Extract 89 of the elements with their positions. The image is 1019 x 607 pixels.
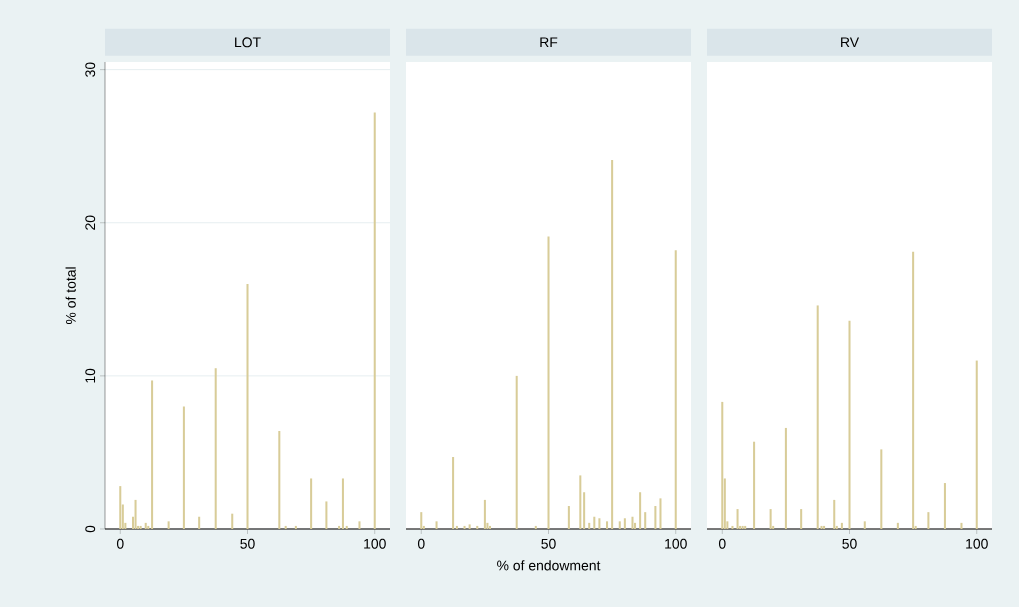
chart-title: RF [540, 37, 558, 48]
bar [198, 516, 201, 529]
x-tick-label: 50 [240, 538, 255, 549]
bar [659, 498, 662, 529]
y-tick-label: 20 [85, 215, 96, 230]
bar [373, 112, 376, 529]
x-tick-label: 0 [116, 538, 124, 549]
bar [567, 506, 570, 529]
bar [420, 512, 423, 529]
x-axis-title: % of endowment [497, 560, 601, 571]
bar [769, 509, 772, 529]
x-tick-label: 50 [541, 538, 556, 549]
bar [639, 492, 642, 529]
bar [896, 522, 899, 529]
bar [325, 501, 328, 529]
bar [294, 525, 297, 529]
bar [231, 513, 234, 529]
bar [345, 525, 348, 529]
x-tick-label: 0 [718, 538, 726, 549]
bar [435, 521, 438, 529]
bar [721, 401, 724, 529]
bar [358, 521, 361, 529]
bar [583, 492, 586, 529]
bar [912, 251, 915, 529]
chart-title: LOT [235, 37, 261, 48]
bar [463, 525, 466, 529]
bar [534, 525, 537, 529]
bar [960, 522, 963, 529]
bar [515, 375, 518, 529]
y-axis-title: % of total [65, 267, 76, 325]
bar [588, 522, 591, 529]
bar [147, 525, 150, 529]
bar [310, 478, 313, 529]
bar [214, 368, 217, 529]
bar [144, 522, 147, 529]
bar [278, 430, 281, 529]
chart-title: RV [841, 37, 860, 48]
bar [338, 525, 341, 529]
bar [579, 475, 582, 529]
bar [736, 509, 739, 529]
bar [753, 441, 756, 529]
bar [644, 512, 647, 529]
bar [618, 521, 621, 529]
bar [452, 457, 455, 529]
bar [468, 524, 471, 529]
y-tick-label: 30 [85, 62, 96, 77]
bar [455, 525, 458, 529]
bar [341, 478, 344, 529]
bar [943, 483, 946, 529]
bar [284, 525, 287, 529]
bar [816, 305, 819, 529]
bar [119, 486, 122, 529]
bar [833, 499, 836, 529]
bar [820, 525, 823, 529]
bar [863, 521, 866, 529]
bar [134, 499, 137, 529]
x-tick-label: 50 [842, 538, 857, 549]
bar [167, 521, 170, 529]
bar [547, 236, 550, 529]
x-tick-label: 100 [665, 538, 687, 549]
x-tick-label: 100 [364, 538, 386, 549]
bar [151, 380, 154, 529]
bar [483, 499, 486, 529]
bar [593, 516, 596, 529]
bar [598, 518, 601, 529]
bar [927, 512, 930, 529]
x-tick-label: 0 [417, 538, 425, 549]
bar [476, 525, 479, 529]
bar [731, 525, 734, 529]
bar [182, 406, 185, 529]
bar [611, 159, 614, 529]
bar [800, 509, 803, 529]
bar [488, 525, 491, 529]
bar [674, 250, 677, 529]
bar [823, 525, 826, 529]
y-tick-label: 10 [85, 368, 96, 383]
bar [975, 360, 978, 529]
bar [606, 521, 609, 529]
bar [840, 522, 843, 529]
bar [848, 320, 851, 529]
bar [654, 506, 657, 529]
bar [246, 284, 249, 529]
bar [623, 518, 626, 529]
x-tick-label: 100 [966, 538, 988, 549]
bar [631, 516, 634, 529]
bar [784, 427, 787, 529]
bar [744, 525, 747, 529]
bar [880, 449, 883, 529]
y-tick-label: 0 [85, 525, 96, 533]
